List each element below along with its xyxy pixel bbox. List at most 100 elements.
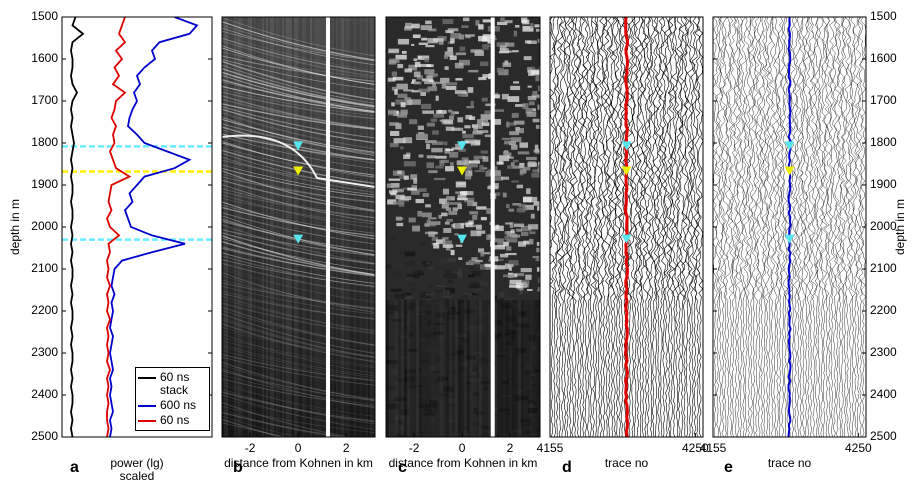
texture [530, 70, 540, 74]
texture [525, 274, 532, 280]
texture [222, 103, 375, 130]
texture [427, 262, 432, 267]
trace [647, 17, 655, 437]
texture [471, 257, 478, 261]
trace [611, 17, 618, 437]
texture [459, 191, 468, 196]
texture [401, 50, 407, 54]
texture [504, 20, 513, 24]
panel-frame [549, 16, 704, 438]
texture [481, 252, 490, 255]
texture [474, 139, 481, 145]
texture [426, 162, 435, 169]
texture [538, 287, 540, 290]
texture [457, 194, 467, 200]
texture [306, 17, 308, 437]
texture [222, 85, 375, 114]
texture [538, 94, 540, 99]
texture [416, 300, 419, 437]
texture [403, 291, 408, 298]
panel-label: a [70, 459, 79, 476]
texture [390, 288, 402, 292]
texture [387, 109, 397, 116]
y-tick-label: 2100 [31, 261, 58, 275]
trace [732, 17, 739, 437]
texture [442, 237, 449, 240]
texture [454, 233, 459, 236]
texture [469, 266, 476, 270]
texture [240, 17, 242, 437]
texture [452, 207, 459, 211]
texture [312, 17, 314, 437]
texture [493, 172, 501, 177]
texture [424, 69, 435, 75]
texture [397, 63, 404, 69]
texture [536, 267, 540, 272]
texture [536, 247, 540, 253]
texture [410, 300, 413, 437]
texture [450, 33, 462, 39]
texture [439, 198, 447, 204]
texture [432, 82, 436, 87]
texture [222, 282, 375, 309]
trace [751, 17, 757, 437]
texture [476, 206, 487, 210]
texture [408, 64, 418, 71]
trace [645, 17, 652, 437]
texture [480, 114, 491, 120]
texture [484, 263, 495, 267]
texture [516, 184, 523, 189]
texture [478, 77, 487, 81]
texture [421, 212, 432, 218]
texture [434, 177, 446, 181]
texture [352, 17, 354, 437]
texture [222, 134, 375, 188]
texture [408, 217, 416, 223]
texture [493, 94, 501, 99]
y-tick-label: 2300 [31, 345, 58, 359]
texture [445, 126, 455, 131]
texture [479, 165, 484, 170]
texture [238, 17, 240, 437]
texture [518, 204, 526, 208]
texture [403, 161, 416, 167]
texture [332, 17, 334, 437]
x-tick-label: 2 [343, 441, 350, 455]
trace [758, 17, 765, 437]
texture [408, 284, 416, 288]
texture [411, 189, 420, 195]
trace [566, 17, 574, 437]
texture [451, 111, 459, 115]
texture [222, 34, 375, 71]
texture [464, 173, 472, 180]
texture [512, 203, 522, 206]
texture [425, 20, 432, 25]
legend-swatch [138, 405, 156, 407]
texture [450, 37, 455, 44]
trace [559, 17, 566, 437]
trace [650, 17, 657, 437]
texture [298, 17, 300, 437]
texture [395, 54, 407, 60]
texture [226, 17, 228, 437]
texture [455, 52, 467, 56]
texture [436, 239, 446, 244]
texture [497, 300, 500, 437]
texture [418, 42, 428, 46]
texture [400, 109, 408, 115]
trace [769, 17, 776, 437]
texture [425, 293, 435, 296]
trace [601, 17, 608, 437]
texture [435, 290, 444, 293]
texture [250, 17, 252, 437]
x-tick-label: 4155 [700, 441, 727, 455]
x-tick-label: -2 [409, 441, 420, 455]
texture [222, 422, 289, 437]
texture [390, 130, 400, 136]
texture [386, 264, 391, 269]
trace [663, 17, 670, 437]
texture [270, 17, 272, 437]
texture [464, 139, 477, 144]
texture [534, 144, 539, 151]
